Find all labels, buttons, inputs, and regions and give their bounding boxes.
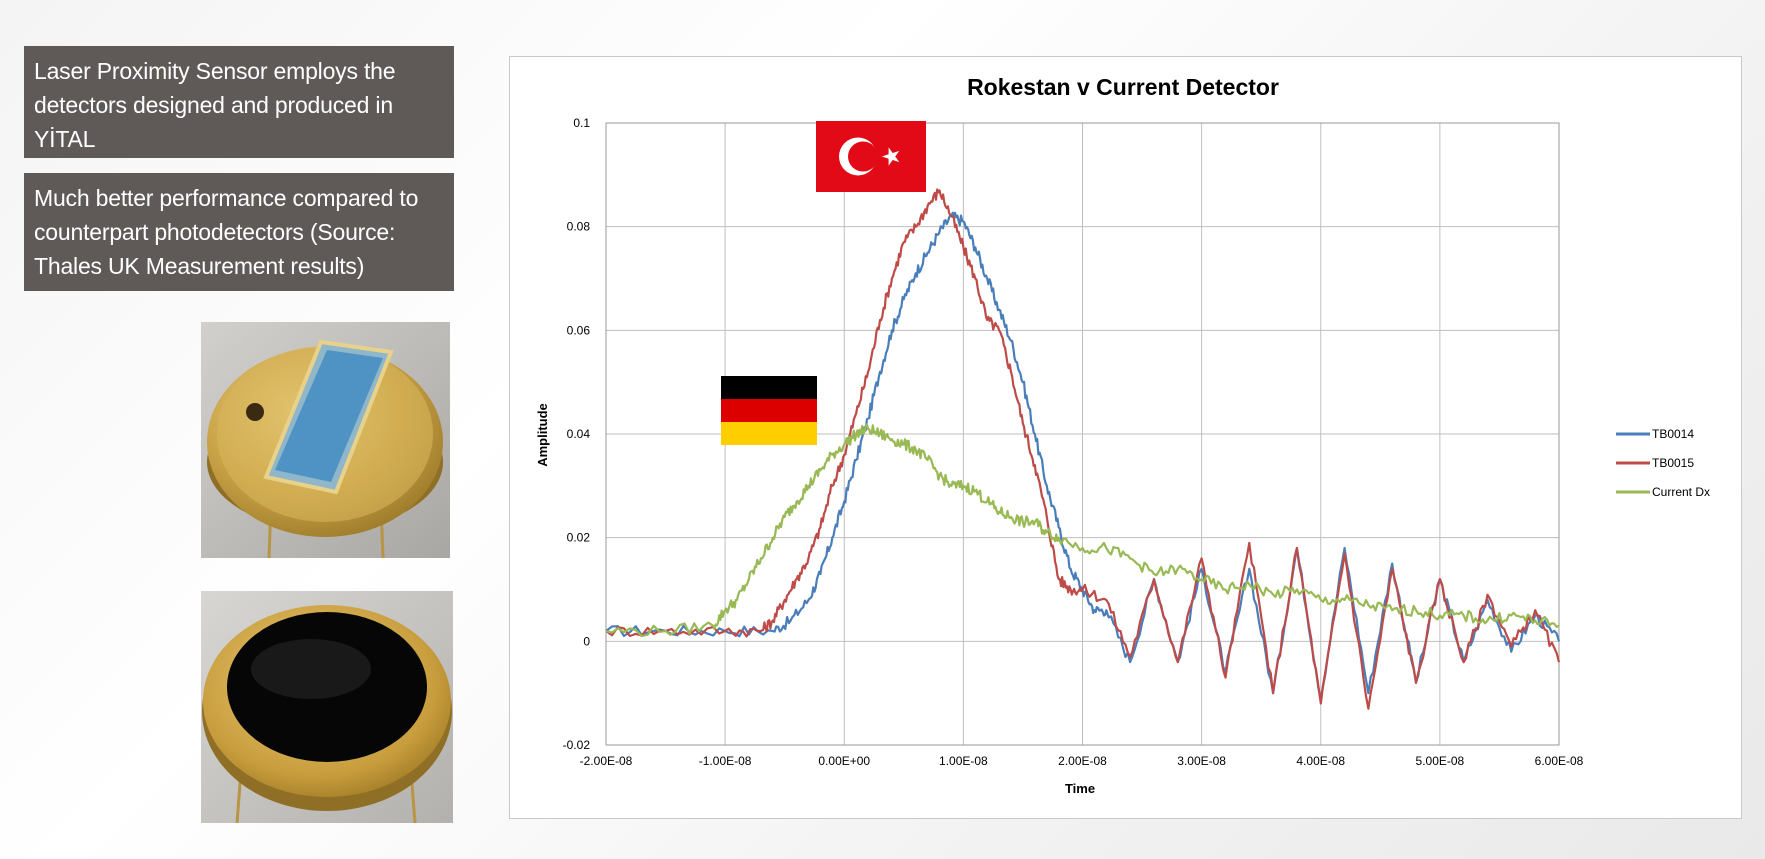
bullet-box-2: Much better performance compared to coun…	[24, 173, 454, 291]
y-tick-label: 0.06	[567, 323, 591, 337]
y-tick-label: 0	[583, 634, 590, 648]
detector-photo-open	[201, 322, 450, 558]
x-tick-label: 5.00E-08	[1416, 754, 1465, 768]
bullet-box-1: Laser Proximity Sensor employs the detec…	[24, 46, 454, 158]
x-tick-label: -2.00E-08	[580, 754, 633, 768]
x-tick-label: 1.00E-08	[939, 754, 988, 768]
germany-flag-icon	[721, 376, 817, 445]
y-tick-label: 0.02	[567, 531, 591, 545]
x-tick-label: 2.00E-08	[1058, 754, 1107, 768]
turkey-flag-icon	[816, 121, 926, 192]
series-line-tb0014	[605, 211, 1561, 700]
legend: TB0014 TB0015 Current Dx	[1616, 427, 1710, 499]
line-chart: Rokestan v Current Detector -2.00E-08 -1.…	[535, 74, 1710, 796]
chart-panel: Rokestan v Current Detector -2.00E-08 -1.…	[509, 56, 1742, 819]
y-tick-label: 0.04	[567, 427, 591, 441]
bullet-text-2: Much better performance compared to coun…	[34, 185, 419, 279]
y-tick-label: 0.1	[573, 116, 590, 130]
x-tick-label: 6.00E-08	[1535, 754, 1584, 768]
series-line-tb0015	[605, 188, 1561, 710]
legend-label: TB0014	[1652, 427, 1694, 441]
x-axis-label: Time	[1065, 781, 1095, 796]
chart-title: Rokestan v Current Detector	[967, 74, 1279, 100]
legend-label: TB0015	[1652, 456, 1694, 470]
plot-area	[605, 122, 1560, 746]
x-tick-label: 4.00E-08	[1296, 754, 1345, 768]
x-tick-label: 0.00E+00	[818, 754, 870, 768]
x-tick-label: -1.00E-08	[699, 754, 752, 768]
detector-photo-black	[201, 591, 453, 823]
x-tick-label: 3.00E-08	[1177, 754, 1226, 768]
series-line-current-dx	[605, 423, 1560, 638]
y-tick-label: 0.08	[567, 220, 591, 234]
bullet-text-1: Laser Proximity Sensor employs the detec…	[34, 58, 396, 152]
legend-label: Current Dx	[1652, 485, 1710, 499]
y-axis-label: Amplitude	[535, 403, 550, 467]
y-tick-label: -0.02	[563, 738, 591, 752]
